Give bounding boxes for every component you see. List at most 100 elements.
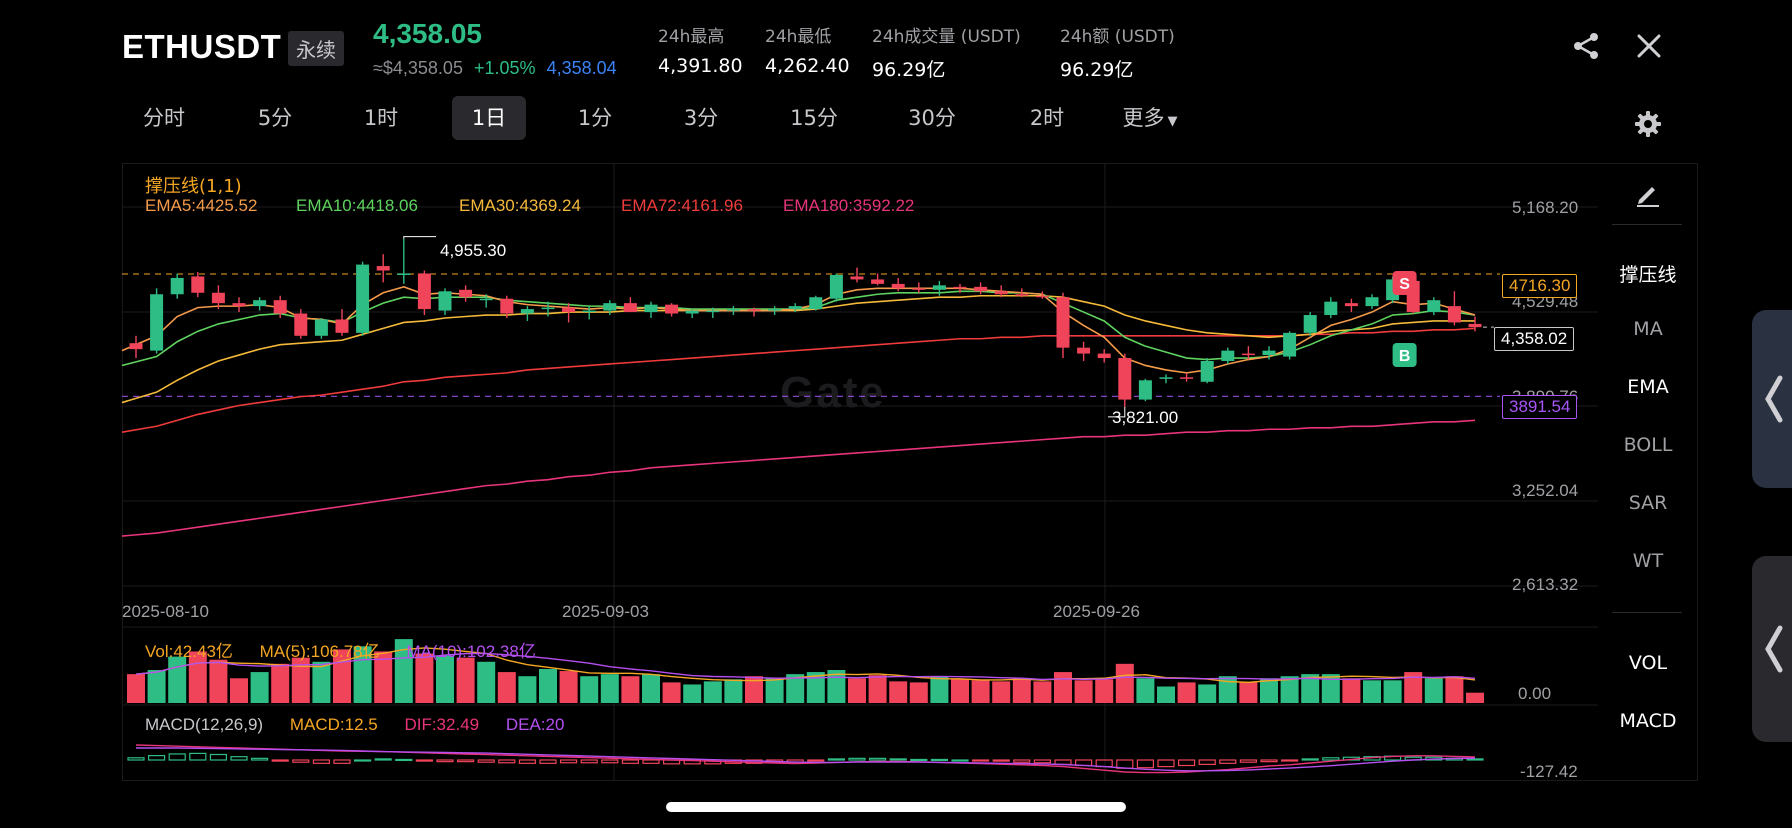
indicator-sar[interactable]: SAR <box>1628 492 1668 514</box>
macd-histogram-bar <box>457 759 475 763</box>
macd-histogram-bar <box>827 758 846 761</box>
candle-body <box>1056 297 1070 348</box>
candle-body <box>788 306 802 310</box>
macd-histogram-bar <box>1198 759 1216 766</box>
pencil-icon[interactable] <box>1634 180 1662 208</box>
volume-bar <box>1424 678 1443 703</box>
symbol-title[interactable]: ETHUSDT <box>122 28 282 65</box>
candle-body <box>747 309 761 311</box>
candle-body <box>150 294 164 351</box>
macd-histogram-bar <box>1280 759 1299 762</box>
high-callout: 4,955.30 <box>440 241 507 260</box>
ema10-text: EMA10:4418.06 <box>296 196 418 215</box>
tab-interval-2h[interactable]: 2时 <box>1029 106 1065 130</box>
candle-body <box>253 300 267 307</box>
tab-interval-time[interactable]: 分时 <box>143 106 185 130</box>
volume-bar <box>209 659 228 703</box>
volume-bar <box>394 639 413 703</box>
volume-bar <box>1280 676 1299 703</box>
indicator-support-resistance[interactable]: 撑压线 <box>1619 264 1677 286</box>
indicator-boll[interactable]: BOLL <box>1623 434 1673 456</box>
volume-bar <box>1260 678 1278 703</box>
volume-bar <box>1136 678 1155 703</box>
price-axis-label: 3,252.04 <box>1512 481 1579 500</box>
volume-bar <box>415 653 434 703</box>
stat-label: 24h额 (USDT) <box>1060 27 1175 47</box>
more-intervals-dropdown[interactable]: 更多 ▼ <box>1110 96 1190 140</box>
candle-body <box>459 289 473 298</box>
resistance-price-tag: 4716.30 <box>1502 274 1578 298</box>
candle-body <box>932 285 946 290</box>
candle-body <box>1324 301 1338 316</box>
tab-interval-15m[interactable]: 15分 <box>790 106 838 130</box>
candle-body <box>211 292 225 304</box>
indicator-vol[interactable]: VOL <box>1628 652 1668 674</box>
candle-body <box>1303 315 1317 333</box>
candle-body <box>850 276 864 280</box>
candle-body <box>1097 353 1111 359</box>
candle-body <box>1262 350 1276 356</box>
tab-interval-30m[interactable]: 30分 <box>908 106 956 130</box>
macd-histogram-bar <box>374 758 392 761</box>
close-icon[interactable] <box>1633 30 1665 62</box>
price-axis-label: 5,168.20 <box>1512 198 1579 217</box>
volume-bar <box>250 672 269 703</box>
stat-24h-low: 24h最低 4,262.40 <box>765 22 850 77</box>
volume-bar <box>168 656 187 703</box>
macd-histogram-bar <box>436 759 454 763</box>
ema72-line <box>121 327 1476 434</box>
side-panel-tab[interactable] <box>1752 310 1792 488</box>
volume-bar <box>127 674 145 703</box>
home-indicator[interactable] <box>666 802 1126 812</box>
indicator-wt[interactable]: WT <box>1632 550 1664 572</box>
tab-interval-3m[interactable]: 3分 <box>683 106 719 130</box>
buy-marker-label: B <box>1399 348 1411 365</box>
candle-body <box>438 291 452 311</box>
price-details: ≈$4,358.05 +1.05% 4,358.04 <box>373 58 617 79</box>
volume-bar <box>1321 674 1340 703</box>
candle-body <box>376 266 390 271</box>
ema180-text: EMA180:3592.22 <box>783 196 915 215</box>
volume-bar <box>642 674 660 703</box>
volume-bar <box>992 681 1011 703</box>
date-label: 2025-09-03 <box>562 602 649 621</box>
candle-body <box>685 310 699 314</box>
volume-bar <box>889 681 908 703</box>
volume-bar <box>1404 672 1423 703</box>
volume-bar <box>374 651 393 703</box>
candle-body <box>623 303 637 313</box>
share-icon[interactable] <box>1570 30 1602 62</box>
stat-24h-volume: 24h成交量 (USDT) 96.29亿 <box>872 22 1021 82</box>
macd-histogram-bar <box>951 759 969 762</box>
chevron-down-icon: ▼ <box>1167 114 1178 129</box>
stat-value: 96.29亿 <box>1060 59 1134 81</box>
tab-interval-5m[interactable]: 5分 <box>257 106 293 130</box>
gear-icon[interactable] <box>1634 110 1662 138</box>
macd-histogram-bar <box>292 759 310 763</box>
tab-interval-1h[interactable]: 1时 <box>363 106 399 130</box>
ema72-legend: EMA72:4161.96 <box>621 196 743 216</box>
macd-histogram-bar <box>868 757 887 761</box>
indicator-ema[interactable]: EMA <box>1627 376 1669 398</box>
ema30-legend: EMA30:4369.24 <box>459 196 581 216</box>
tab-interval-1d[interactable]: 1日 <box>452 96 526 140</box>
candle-body <box>232 303 246 307</box>
candle-body <box>417 273 431 310</box>
tab-interval-1m[interactable]: 1分 <box>577 106 613 130</box>
candle-body <box>1180 377 1194 379</box>
more-label: 更多 <box>1122 106 1165 130</box>
volume-bar <box>621 676 640 703</box>
candle-body <box>1200 361 1214 382</box>
chevron-left-icon <box>1765 375 1783 423</box>
candle-body <box>541 307 555 310</box>
volume-bar <box>1095 679 1114 703</box>
indicator-macd[interactable]: MACD <box>1619 710 1677 732</box>
volume-bar <box>600 674 619 703</box>
volume-bar <box>456 657 475 703</box>
side-panel-tab-secondary[interactable] <box>1752 556 1792 742</box>
indicator-ma[interactable]: MA <box>1633 318 1663 340</box>
change-percent: +1.05% <box>473 58 536 78</box>
candle-body <box>1159 377 1173 379</box>
ema30-text: EMA30:4369.24 <box>459 196 581 215</box>
